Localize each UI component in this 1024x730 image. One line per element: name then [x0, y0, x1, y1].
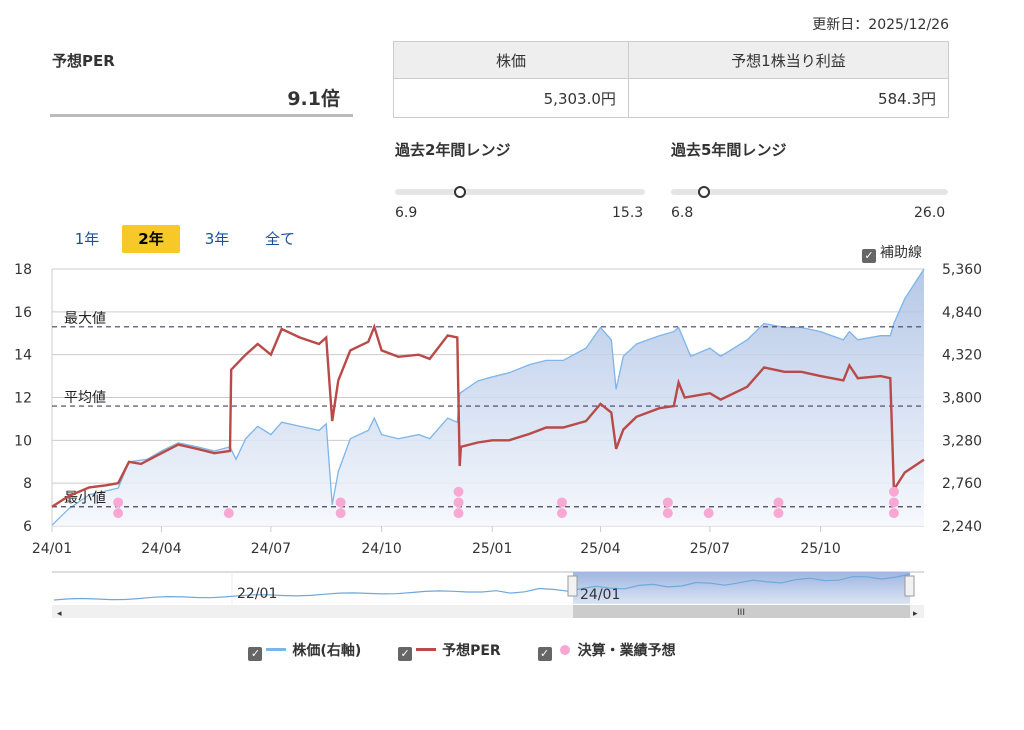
header-eps: 予想1株当り利益: [627, 41, 950, 79]
navigator-line: [53, 573, 911, 601]
x-tick-label: 25/04: [580, 541, 620, 557]
reference-line-label: 最大値: [64, 311, 106, 327]
y-right-tick-label: 5,360: [942, 262, 982, 278]
earnings-marker: [335, 497, 346, 508]
per-label: 予想PER: [52, 52, 115, 70]
y-right-tick-label: 2,240: [942, 519, 982, 535]
aux-lines-toggle[interactable]: ✓ 補助線: [862, 242, 922, 263]
y-right-tick-label: 3,280: [942, 433, 982, 449]
navigator-handle: [904, 575, 915, 597]
range-2y-marker: [454, 186, 467, 198]
earnings-marker: [453, 486, 464, 497]
per-line: [51, 323, 925, 508]
range-2y-title: 過去2年間レンジ: [395, 141, 511, 159]
range-5y-title: 過去5年間レンジ: [671, 141, 787, 159]
y-right-tick-label: 4,840: [942, 305, 982, 321]
y-left-tick-label: 6: [23, 519, 32, 535]
earnings-marker: [556, 508, 567, 519]
x-tick-label: 24/10: [361, 541, 401, 557]
x-tick-label: 24/07: [251, 541, 291, 557]
y-right-tick-label: 3,800: [942, 391, 982, 407]
range-2y-max: 15.3: [612, 205, 644, 221]
legend-earnings-label: 決算・業績予想: [577, 643, 676, 659]
divider: [50, 114, 353, 117]
scroll-right-icon: ▸: [913, 609, 918, 619]
earnings-marker: [556, 497, 567, 508]
y-right-tick-label: 2,760: [942, 476, 982, 492]
price-value: 5,303.0円: [393, 78, 629, 118]
updated-date: 更新日：2025/12/26: [812, 17, 949, 33]
earnings-marker: [703, 508, 714, 519]
x-tick-label: 24/01: [32, 541, 72, 557]
tab-3y[interactable]: 3年: [204, 230, 230, 248]
price-area: [52, 269, 924, 526]
x-tick-label: 25/01: [472, 541, 512, 557]
tab-all[interactable]: 全て: [264, 230, 295, 248]
earnings-marker: [773, 508, 784, 519]
earnings-marker: [888, 497, 899, 508]
earnings-marker: [335, 508, 346, 519]
earnings-marker: [453, 497, 464, 508]
dot-swatch-icon: [559, 645, 570, 655]
earnings-marker: [223, 508, 234, 519]
legend-price[interactable]: ✓ 株価(右軸): [248, 640, 361, 661]
line-swatch-icon: [416, 648, 437, 651]
earnings-marker: [888, 508, 899, 519]
checkbox-icon[interactable]: ✓: [248, 647, 263, 661]
aux-lines-label: 補助線: [880, 245, 922, 261]
price-table: 株価 予想1株当り利益 5,303.0円 584.3円: [393, 41, 950, 118]
navigator-label: 22/01: [237, 586, 277, 602]
checkbox-icon[interactable]: ✓: [537, 647, 552, 661]
range-5y-min: 6.8: [671, 205, 694, 221]
range-5y-marker: [698, 186, 711, 198]
tab-1y[interactable]: 1年: [74, 230, 100, 248]
line-swatch-icon: [266, 648, 287, 651]
range-2y-track: [395, 189, 645, 195]
earnings-marker: [888, 486, 899, 497]
header-price: 株価: [393, 41, 629, 79]
earnings-marker: [773, 497, 784, 508]
legend-price-label: 株価(右軸): [292, 643, 362, 659]
range-5y-max: 26.0: [914, 205, 946, 221]
legend: ✓ 株価(右軸) ✓ 予想PER ✓ 決算・業績予想: [0, 640, 924, 661]
scrollbar-grip-icon: III: [737, 608, 745, 618]
y-left-tick-label: 8: [23, 476, 32, 492]
eps-value: 584.3円: [627, 78, 950, 118]
legend-per-label: 予想PER: [442, 643, 501, 659]
navigator-handle: [567, 575, 578, 597]
x-tick-label: 25/10: [800, 541, 840, 557]
y-left-tick-label: 16: [14, 305, 32, 321]
tab-2y[interactable]: 2年: [122, 225, 180, 253]
legend-per[interactable]: ✓ 予想PER: [398, 640, 501, 661]
checkbox-icon[interactable]: ✓: [862, 249, 876, 263]
y-left-tick-label: 12: [14, 391, 32, 407]
earnings-marker: [453, 508, 464, 519]
x-tick-label: 24/04: [141, 541, 181, 557]
earnings-marker: [113, 497, 124, 508]
per-value: 9.1倍: [287, 88, 340, 110]
legend-earnings[interactable]: ✓ 決算・業績予想: [537, 640, 676, 661]
y-left-tick-label: 14: [14, 348, 32, 364]
reference-line-label: 最小値: [64, 491, 106, 507]
navigator-label: 24/01: [580, 587, 620, 603]
scrollbar-thumb: [573, 605, 910, 618]
earnings-marker: [662, 508, 673, 519]
reference-line-label: 平均値: [64, 390, 106, 406]
range-5y-track: [671, 189, 948, 195]
scroll-left-icon: ◂: [57, 609, 62, 619]
earnings-marker: [662, 497, 673, 508]
range-2y-min: 6.9: [395, 205, 418, 221]
per-chart: 6 2,240 8 2,760 10 3,280 12 3,800 14 4,320 16 4,840…: [14, 262, 982, 619]
x-tick-label: 25/07: [690, 541, 730, 557]
y-right-tick-label: 4,320: [942, 348, 982, 364]
y-left-tick-label: 18: [14, 262, 32, 278]
earnings-marker: [113, 508, 124, 519]
y-left-tick-label: 10: [14, 433, 32, 449]
checkbox-icon[interactable]: ✓: [398, 647, 413, 661]
